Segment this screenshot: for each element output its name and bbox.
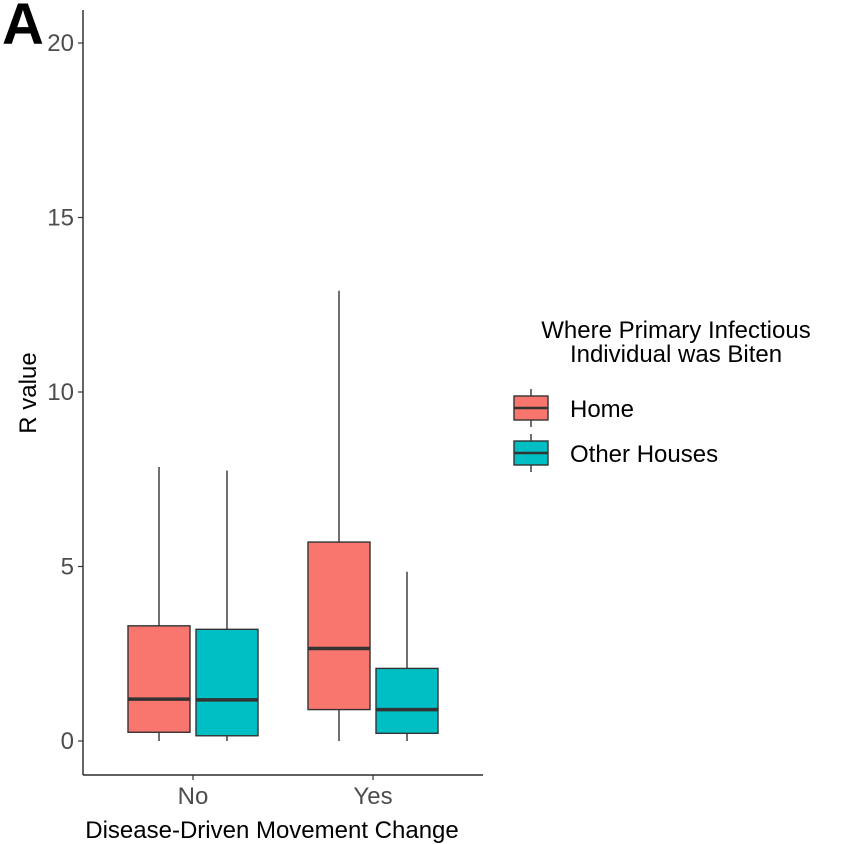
legend-item-label: Other Houses [570,441,718,468]
x-axis-label: Disease-Driven Movement Change [85,817,459,844]
y-tick-label: 5 [61,554,74,581]
x-tick-label: Yes [353,783,392,810]
y-tick-label: 20 [47,30,74,57]
box-home-yes [307,290,371,741]
legend-title-line-2: Individual was Biten [570,341,782,368]
legend-item-other-houses: Other Houses [513,434,718,472]
box-other-houses-no [195,470,259,741]
legend-item-label: Home [570,396,634,423]
legend-title-line-1: Where Primary Infectious [541,317,810,344]
box-iqr [127,625,191,733]
box-iqr [195,628,259,737]
legend-item-home: Home [513,389,634,427]
box-iqr [307,541,371,711]
y-tick-label: 15 [47,205,74,232]
box-home-no [127,467,191,741]
box-other-houses-yes [375,571,439,741]
panel-label: A [2,0,44,57]
y-axis-label: R value [15,352,42,433]
y-axis: 0 5 10 15 20 [47,10,84,775]
y-tick-label: 10 [47,379,74,406]
y-tick-label: 0 [61,728,74,755]
box-series-group [127,290,439,741]
legend: Where Primary Infectious Individual was … [513,317,811,472]
x-axis: No Yes [83,774,483,810]
x-tick-label: No [178,783,209,810]
box-iqr [375,667,439,735]
